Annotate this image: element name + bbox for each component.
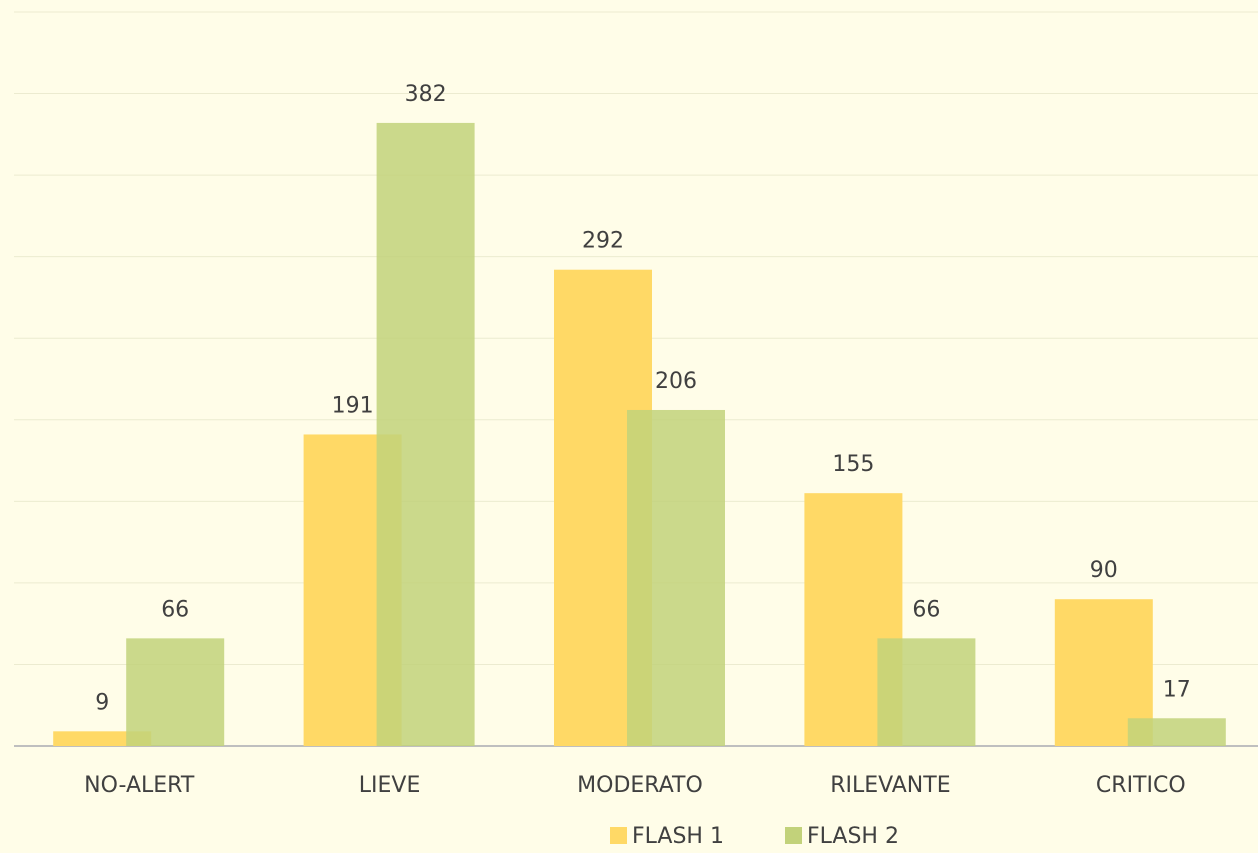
x-tick-label: CRITICO <box>1096 773 1186 798</box>
legend-swatch <box>785 827 802 844</box>
data-label: 66 <box>161 597 189 622</box>
x-tick-label: RILEVANTE <box>830 773 950 798</box>
data-label: 155 <box>832 452 874 477</box>
x-tick-label: LIEVE <box>359 773 421 798</box>
x-tick-label: MODERATO <box>577 773 703 798</box>
data-label: 382 <box>405 82 447 107</box>
x-tick-label: NO-ALERT <box>84 773 195 798</box>
bar <box>627 409 725 746</box>
data-label: 9 <box>95 690 109 715</box>
bar <box>126 638 225 746</box>
data-label: 66 <box>912 597 940 622</box>
legend-label: FLASH 2 <box>807 824 899 849</box>
data-label: 206 <box>655 369 697 394</box>
bar <box>376 122 475 747</box>
data-label: 17 <box>1163 677 1191 702</box>
legend-label: FLASH 1 <box>632 824 724 849</box>
legend-swatch <box>610 827 627 844</box>
data-label: 191 <box>332 393 374 418</box>
data-label: 292 <box>582 229 624 254</box>
data-label: 90 <box>1090 558 1118 583</box>
bar <box>877 638 976 746</box>
bar <box>1127 718 1226 746</box>
